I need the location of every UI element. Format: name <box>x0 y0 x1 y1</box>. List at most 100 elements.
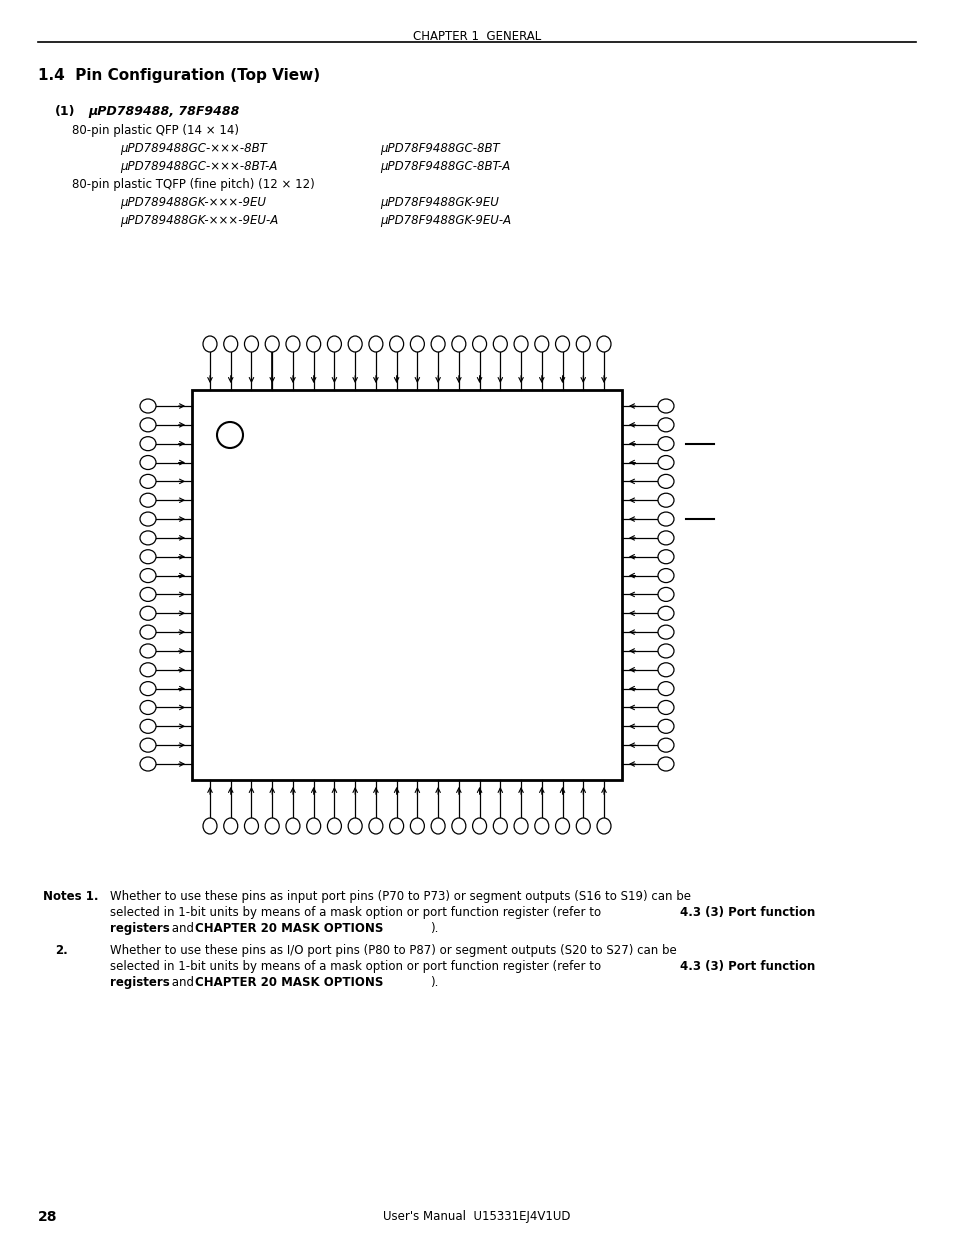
Ellipse shape <box>658 531 673 545</box>
Bar <box>192 390 621 781</box>
Text: μPD78F9488GK-9EU-A: μPD78F9488GK-9EU-A <box>379 214 511 227</box>
Ellipse shape <box>452 336 465 352</box>
Text: μPD789488, 78F9488: μPD789488, 78F9488 <box>88 105 239 119</box>
Text: μPD78F9488GC-8BT: μPD78F9488GC-8BT <box>379 142 499 156</box>
Ellipse shape <box>658 550 673 563</box>
Ellipse shape <box>535 336 548 352</box>
Text: selected in 1-bit units by means of a mask option or port function register (ref: selected in 1-bit units by means of a ma… <box>110 906 604 919</box>
Ellipse shape <box>140 568 156 583</box>
Ellipse shape <box>535 818 548 834</box>
Ellipse shape <box>658 437 673 451</box>
Ellipse shape <box>306 818 320 834</box>
Ellipse shape <box>597 336 610 352</box>
Text: 1.4  Pin Configuration (Top View): 1.4 Pin Configuration (Top View) <box>38 68 320 83</box>
Ellipse shape <box>431 818 445 834</box>
Ellipse shape <box>369 818 382 834</box>
Ellipse shape <box>658 399 673 412</box>
Ellipse shape <box>140 550 156 563</box>
Ellipse shape <box>514 336 528 352</box>
Ellipse shape <box>286 818 299 834</box>
Text: 4.3 (3) Port function: 4.3 (3) Port function <box>679 960 815 973</box>
Ellipse shape <box>286 336 299 352</box>
Text: 80-pin plastic QFP (14 × 14): 80-pin plastic QFP (14 × 14) <box>71 124 239 137</box>
Ellipse shape <box>140 700 156 715</box>
Text: CHAPTER 20 MASK OPTIONS: CHAPTER 20 MASK OPTIONS <box>194 976 383 989</box>
Ellipse shape <box>265 818 279 834</box>
Ellipse shape <box>265 336 279 352</box>
Ellipse shape <box>140 719 156 734</box>
Text: CHAPTER 20 MASK OPTIONS: CHAPTER 20 MASK OPTIONS <box>194 923 383 935</box>
Ellipse shape <box>140 474 156 488</box>
Ellipse shape <box>389 818 403 834</box>
Text: μPD789488GK-×××-9EU-A: μPD789488GK-×××-9EU-A <box>120 214 278 227</box>
Ellipse shape <box>327 818 341 834</box>
Ellipse shape <box>658 606 673 620</box>
Text: 4.3 (3) Port function: 4.3 (3) Port function <box>679 906 815 919</box>
Text: and: and <box>168 923 197 935</box>
Ellipse shape <box>431 336 445 352</box>
Ellipse shape <box>203 818 216 834</box>
Ellipse shape <box>493 818 507 834</box>
Text: μPD78F9488GC-8BT-A: μPD78F9488GC-8BT-A <box>379 161 510 173</box>
Ellipse shape <box>576 336 590 352</box>
Text: User's Manual  U15331EJ4V1UD: User's Manual U15331EJ4V1UD <box>383 1210 570 1223</box>
Ellipse shape <box>410 818 424 834</box>
Ellipse shape <box>327 336 341 352</box>
Ellipse shape <box>452 818 465 834</box>
Ellipse shape <box>658 474 673 488</box>
Ellipse shape <box>140 663 156 677</box>
Ellipse shape <box>597 818 610 834</box>
Text: registers: registers <box>110 976 170 989</box>
Text: 28: 28 <box>38 1210 57 1224</box>
Ellipse shape <box>140 643 156 658</box>
Text: μPD789488GC-×××-8BT: μPD789488GC-×××-8BT <box>120 142 267 156</box>
Ellipse shape <box>140 739 156 752</box>
Ellipse shape <box>140 588 156 601</box>
Text: μPD78F9488GK-9EU: μPD78F9488GK-9EU <box>379 196 498 209</box>
Ellipse shape <box>140 493 156 508</box>
Ellipse shape <box>306 336 320 352</box>
Text: ).: ). <box>430 923 438 935</box>
Text: 2.: 2. <box>55 944 68 957</box>
Text: (1): (1) <box>55 105 75 119</box>
Ellipse shape <box>472 818 486 834</box>
Ellipse shape <box>410 336 424 352</box>
Text: ).: ). <box>430 976 438 989</box>
Ellipse shape <box>140 682 156 695</box>
Text: μPD789488GK-×××-9EU: μPD789488GK-×××-9EU <box>120 196 266 209</box>
Ellipse shape <box>576 818 590 834</box>
Ellipse shape <box>140 417 156 432</box>
Ellipse shape <box>658 417 673 432</box>
Ellipse shape <box>224 818 237 834</box>
Ellipse shape <box>658 568 673 583</box>
Ellipse shape <box>658 643 673 658</box>
Ellipse shape <box>140 531 156 545</box>
Ellipse shape <box>658 757 673 771</box>
Ellipse shape <box>224 336 237 352</box>
Text: Whether to use these pins as input port pins (P70 to P73) or segment outputs (S1: Whether to use these pins as input port … <box>110 890 690 903</box>
Ellipse shape <box>140 757 156 771</box>
Ellipse shape <box>348 336 362 352</box>
Ellipse shape <box>555 818 569 834</box>
Ellipse shape <box>658 663 673 677</box>
Text: μPD789488GC-×××-8BT-A: μPD789488GC-×××-8BT-A <box>120 161 277 173</box>
Text: 80-pin plastic TQFP (fine pitch) (12 × 12): 80-pin plastic TQFP (fine pitch) (12 × 1… <box>71 178 314 191</box>
Ellipse shape <box>658 719 673 734</box>
Text: Notes 1.: Notes 1. <box>43 890 98 903</box>
Ellipse shape <box>658 588 673 601</box>
Ellipse shape <box>389 336 403 352</box>
Ellipse shape <box>140 399 156 412</box>
Ellipse shape <box>203 336 216 352</box>
Text: Whether to use these pins as I/O port pins (P80 to P87) or segment outputs (S20 : Whether to use these pins as I/O port pi… <box>110 944 676 957</box>
Ellipse shape <box>658 739 673 752</box>
Ellipse shape <box>493 336 507 352</box>
Ellipse shape <box>140 437 156 451</box>
Ellipse shape <box>658 493 673 508</box>
Ellipse shape <box>140 625 156 638</box>
Ellipse shape <box>658 682 673 695</box>
Text: and: and <box>168 976 197 989</box>
Ellipse shape <box>514 818 528 834</box>
Text: selected in 1-bit units by means of a mask option or port function register (ref: selected in 1-bit units by means of a ma… <box>110 960 604 973</box>
Ellipse shape <box>472 336 486 352</box>
Text: registers: registers <box>110 923 170 935</box>
